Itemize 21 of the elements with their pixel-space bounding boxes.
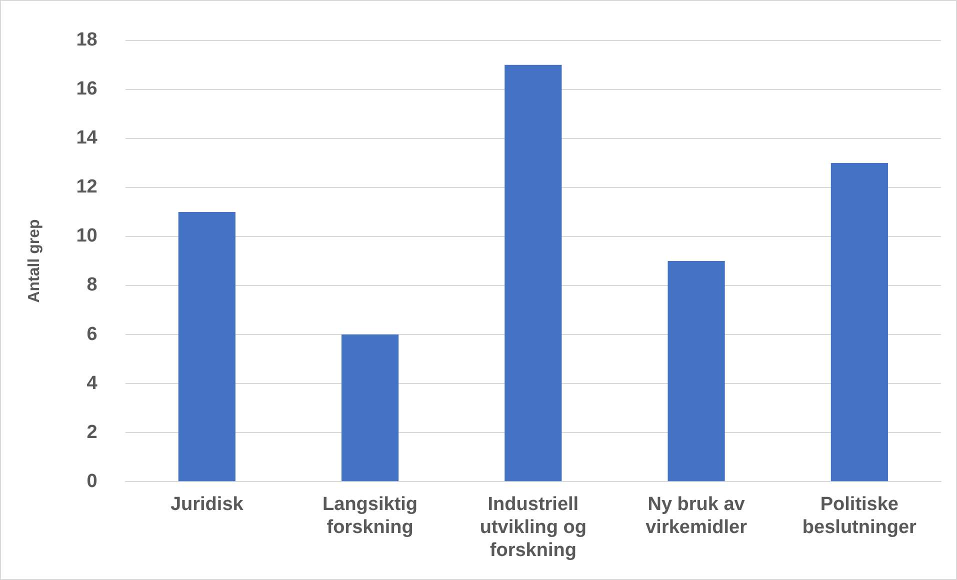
y-axis-title: Antall grep — [26, 218, 44, 303]
y-tick-label: 10 — [76, 226, 98, 247]
x-tick-label: Politiske beslutninger — [802, 494, 918, 538]
x-tick-label: Langsiktig forskning — [322, 494, 418, 538]
bar — [504, 64, 562, 482]
bar — [178, 212, 236, 482]
y-tick-label: 16 — [76, 78, 98, 100]
y-tick-label: 12 — [76, 176, 98, 198]
y-tick-label: 18 — [76, 30, 98, 51]
y-tick-label: 0 — [86, 470, 98, 492]
y-tick-label: 8 — [86, 274, 98, 296]
y-tick-label: 2 — [86, 422, 98, 443]
bar — [341, 334, 399, 482]
bar — [830, 162, 888, 482]
y-tick-label: 6 — [86, 324, 98, 345]
x-tick-label: Industriell utvikling og forskning — [480, 494, 586, 561]
bar — [668, 261, 725, 482]
x-tick-label: Juridisk — [170, 494, 244, 516]
x-tick-label: Ny bruk av virkemidler — [646, 494, 748, 538]
y-tick-label: 4 — [86, 372, 98, 394]
y-tick-label: 14 — [76, 128, 98, 149]
